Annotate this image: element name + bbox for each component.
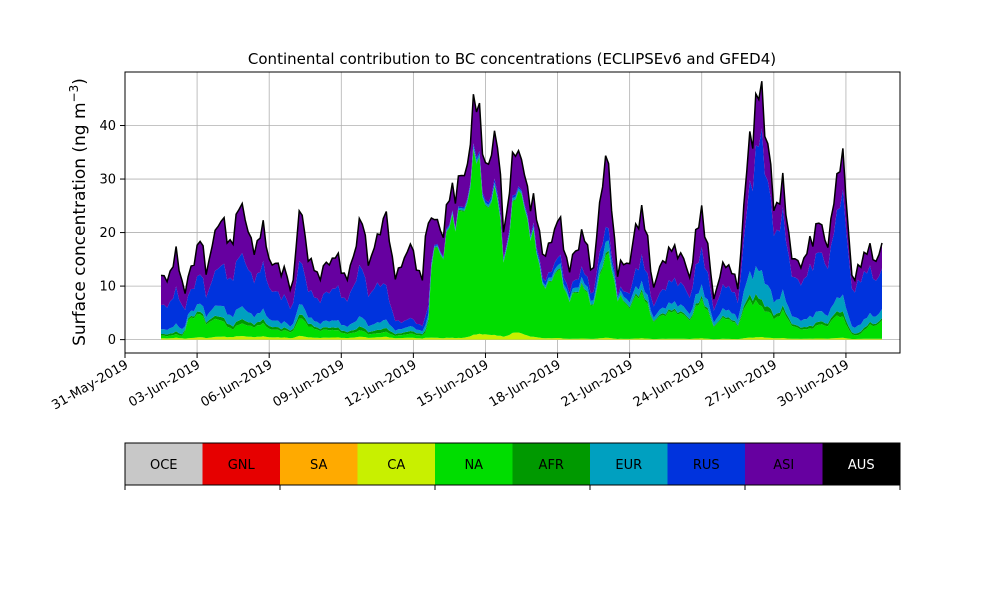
x-tick-label: 18-Jun-2019 bbox=[487, 357, 564, 410]
legend-swatch-gnl bbox=[202, 443, 281, 485]
legend-label-aus: AUS bbox=[848, 458, 875, 473]
legend-swatch-sa bbox=[280, 443, 358, 485]
x-tick-label: 09-Jun-2019 bbox=[270, 357, 347, 410]
x-tick-label: 15-Jun-2019 bbox=[415, 357, 492, 410]
legend-swatch-eur bbox=[590, 443, 668, 485]
area-na bbox=[161, 150, 882, 340]
legend-label-sa: SA bbox=[310, 458, 327, 473]
area-rus bbox=[161, 128, 882, 332]
legend-frame bbox=[124, 442, 901, 486]
legend-label-oce: OCE bbox=[150, 458, 178, 473]
stacked-areas bbox=[161, 81, 882, 340]
legend-label-asi: ASI bbox=[773, 458, 794, 473]
y-axis-label: Surface concentration (ng m−3) bbox=[67, 78, 90, 346]
x-tick-label: 06-Jun-2019 bbox=[198, 357, 275, 410]
x-tick-label: 31-May-2019 bbox=[49, 357, 131, 413]
y-tick-label: 30 bbox=[99, 173, 116, 188]
chart-title: Continental contribution to BC concentra… bbox=[248, 50, 776, 68]
y-tick-label: 40 bbox=[99, 119, 116, 134]
legend-swatch-afr bbox=[512, 443, 591, 485]
legend-label-eur: EUR bbox=[615, 458, 642, 473]
legend-swatch-aus bbox=[822, 443, 901, 485]
plot-frame bbox=[124, 71, 901, 354]
legend-swatch-na bbox=[435, 443, 513, 485]
legend-label-ca: CA bbox=[387, 458, 405, 473]
y-axis-label-text: Surface concentration (ng m bbox=[70, 102, 90, 345]
legend-label-afr: AFR bbox=[539, 458, 564, 473]
legend-swatch-rus bbox=[667, 443, 746, 485]
y-tick-label: 0 bbox=[108, 333, 116, 348]
legend-swatch-asi bbox=[745, 443, 823, 485]
x-tick-label: 12-Jun-2019 bbox=[343, 357, 420, 410]
legend-swatch-oce bbox=[125, 443, 203, 485]
x-tick-label: 24-Jun-2019 bbox=[631, 357, 708, 410]
x-tick-label: 21-Jun-2019 bbox=[559, 357, 636, 410]
area-ca bbox=[161, 332, 882, 340]
x-tick-label: 30-Jun-2019 bbox=[775, 357, 852, 410]
legend-label-rus: RUS bbox=[693, 458, 720, 473]
legend-label-gnl: GNL bbox=[228, 458, 256, 473]
legend-swatch-ca bbox=[357, 443, 436, 485]
y-axis: 0 10 20 30 40 bbox=[99, 119, 125, 348]
x-tick-label: 27-Jun-2019 bbox=[703, 357, 780, 410]
y-axis-label-close: ) bbox=[70, 78, 90, 85]
y-tick-label: 20 bbox=[99, 226, 116, 241]
y-tick-label: 10 bbox=[99, 280, 116, 295]
x-tick-label: 03-Jun-2019 bbox=[126, 357, 203, 410]
legend-colorbar: OCE GNL SA CA NA AFR EUR RUS ASI AUS bbox=[124, 442, 901, 490]
legend-label-na: NA bbox=[464, 458, 483, 473]
area-eur bbox=[161, 145, 882, 335]
total-line bbox=[160, 81, 883, 300]
x-axis: 31-May-201903-Jun-201906-Jun-201909-Jun-… bbox=[49, 353, 852, 413]
y-axis-label-superscript: −3 bbox=[67, 85, 81, 103]
